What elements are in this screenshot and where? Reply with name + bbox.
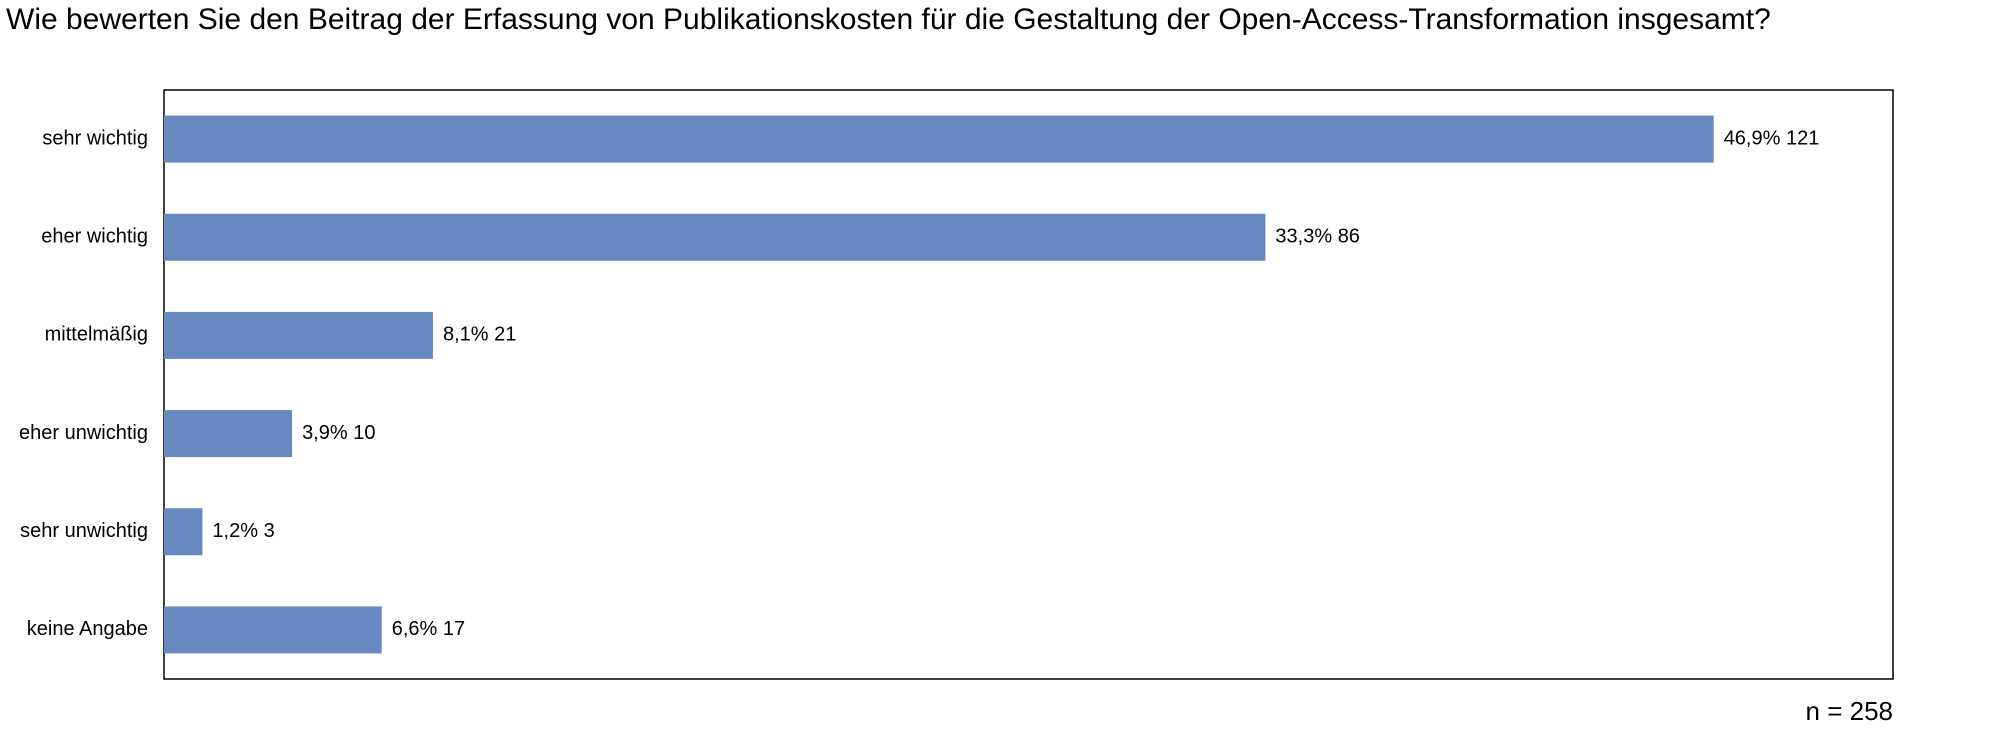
y-tick-label: sehr unwichtig: [20, 520, 148, 542]
bar: [164, 606, 382, 654]
sample-size: n = 258: [1806, 696, 1893, 726]
y-tick-label: eher wichtig: [41, 226, 148, 248]
value-label: 46,9% 121: [1724, 127, 1820, 149]
value-label: 33,3% 86: [1275, 226, 1360, 248]
value-label: 3,9% 10: [302, 422, 375, 444]
bar: [164, 115, 1714, 163]
plot-frame: [163, 89, 1894, 680]
bar: [164, 311, 433, 359]
bar: [164, 410, 293, 458]
value-label: 8,1% 21: [443, 324, 516, 346]
y-tick-label: mittelmäßig: [45, 324, 148, 346]
value-label: 1,2% 3: [212, 520, 274, 542]
value-label: 6,6% 17: [392, 618, 465, 640]
y-tick-label: eher unwichtig: [19, 422, 148, 444]
bar: [164, 508, 203, 556]
y-tick-label: keine Angabe: [27, 618, 148, 640]
bar: [164, 213, 1266, 261]
chart-title: Wie bewerten Sie den Beitrag der Erfassu…: [6, 3, 1771, 36]
y-tick-label: sehr wichtig: [42, 127, 148, 149]
